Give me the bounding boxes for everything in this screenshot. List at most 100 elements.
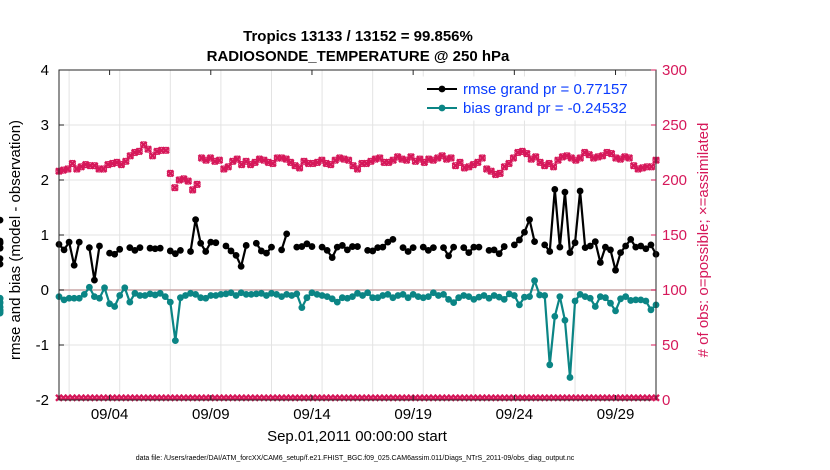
obs-assimilated-point [197, 154, 206, 162]
obs-possible-point [500, 163, 509, 171]
rmse-point [278, 246, 286, 254]
bias-point [0, 306, 4, 314]
bias-point [121, 284, 129, 292]
bias-point [136, 292, 144, 299]
right-y-tick-label: 50 [662, 337, 679, 354]
bias-point [591, 303, 599, 310]
bias-point [349, 293, 356, 300]
obs-assimilated-point [113, 158, 121, 167]
rmse-point [612, 266, 619, 274]
rmse-point [465, 249, 473, 256]
bias-point [384, 291, 392, 298]
obs-assimilated-point [144, 145, 152, 154]
rmse-point [475, 243, 483, 251]
rmse-point [0, 216, 4, 224]
bias-point [521, 293, 528, 301]
obs-possible-point [451, 162, 460, 170]
rmse-point [617, 249, 624, 256]
obs-assimilated-point [384, 158, 393, 167]
x-tick-label: 09/24 [496, 406, 534, 423]
obs-possible-point [509, 154, 518, 162]
bias-point [146, 290, 154, 298]
rmse-point [91, 276, 98, 284]
rmse-point [303, 240, 311, 248]
obs-assimilated-point [295, 164, 304, 172]
bias-point [647, 306, 655, 314]
right-y-axis-label: # of obs: o=possible; ×=assimilated [695, 123, 712, 358]
obs-possible-point [505, 159, 513, 168]
obs-assimilated-point [625, 154, 634, 162]
left-y-tick-label: 1 [41, 227, 49, 244]
bias-point [232, 292, 240, 299]
rmse-point [541, 241, 549, 249]
legend: rmse grand pr = 0.77157 bias grand pr = … [419, 76, 653, 121]
rmse-point [136, 244, 144, 252]
bias-point [571, 297, 579, 305]
bias-point [536, 291, 544, 299]
bias-point [242, 291, 250, 298]
bias-point [465, 293, 473, 300]
bias-point [424, 293, 432, 300]
axis-ticks [59, 69, 656, 401]
rmse-point [156, 244, 164, 252]
bias-point [227, 289, 235, 297]
obs-possible-point [353, 165, 362, 173]
bias-series [0, 277, 660, 381]
obs-assimilated-point [77, 162, 86, 171]
left-y-tick-label: -2 [36, 392, 49, 409]
rmse-point [60, 246, 68, 254]
rmse-point [637, 242, 645, 250]
obs-assimilated-point [482, 165, 491, 173]
rmse-point [343, 246, 351, 254]
obs-assimilated-point [563, 151, 571, 160]
rmse-point [268, 243, 275, 251]
bias-point [192, 291, 200, 298]
data-file-footnote: data file: /Users/raeder/DAI/ATM_forcXX/… [136, 455, 575, 462]
obs-assimilated-point [219, 165, 228, 173]
rmse-point [232, 251, 240, 259]
x-axis-label: Sep.01,2011 00:00:00 start [267, 428, 448, 445]
bias-point [222, 290, 230, 298]
obs-possible-point [554, 156, 562, 164]
legend-rmse-marker [438, 85, 446, 93]
bias-point [440, 291, 447, 298]
obs-possible-point [148, 152, 157, 160]
obs-assimilated-point [162, 146, 170, 155]
left-y-tick-label: 0 [41, 282, 49, 299]
right-y-tick-label: 300 [662, 62, 687, 79]
obs-possible-point [630, 162, 638, 170]
rmse-point [192, 216, 200, 224]
rmse-point [85, 244, 93, 252]
rmse-point [404, 248, 412, 255]
bias-point [298, 304, 306, 311]
bias-point [541, 292, 549, 299]
rmse-point [374, 244, 382, 252]
rmse-point [424, 247, 432, 254]
rmse-point [187, 248, 194, 255]
rmse-point [384, 238, 392, 246]
obs-possible-point [189, 186, 197, 194]
bias-point [526, 293, 533, 300]
rmse-series [0, 185, 660, 284]
rmse-point [495, 250, 503, 258]
left-y-tick-label: -1 [36, 337, 49, 354]
right-y-axis: 0 50 100 150 200 250 300 # of obs: o=pos… [662, 62, 712, 409]
rmse-point [318, 243, 326, 251]
obs-possible-point [456, 158, 464, 166]
rmse-point [151, 245, 159, 253]
bias-point [622, 293, 630, 300]
bias-point [268, 289, 275, 297]
rmse-point [627, 236, 635, 243]
obs-possible-point [144, 145, 152, 153]
obs-assimilated-point [518, 147, 527, 156]
bias-point [414, 293, 422, 300]
rmse-point [409, 244, 417, 252]
rmse-point [399, 244, 407, 252]
bias-point [551, 313, 559, 320]
left-y-tick-label: 4 [41, 62, 49, 79]
legend-box [419, 76, 653, 121]
obs-assimilated-point [429, 156, 438, 165]
rmse-point [298, 243, 306, 250]
rmse-point [602, 243, 609, 251]
